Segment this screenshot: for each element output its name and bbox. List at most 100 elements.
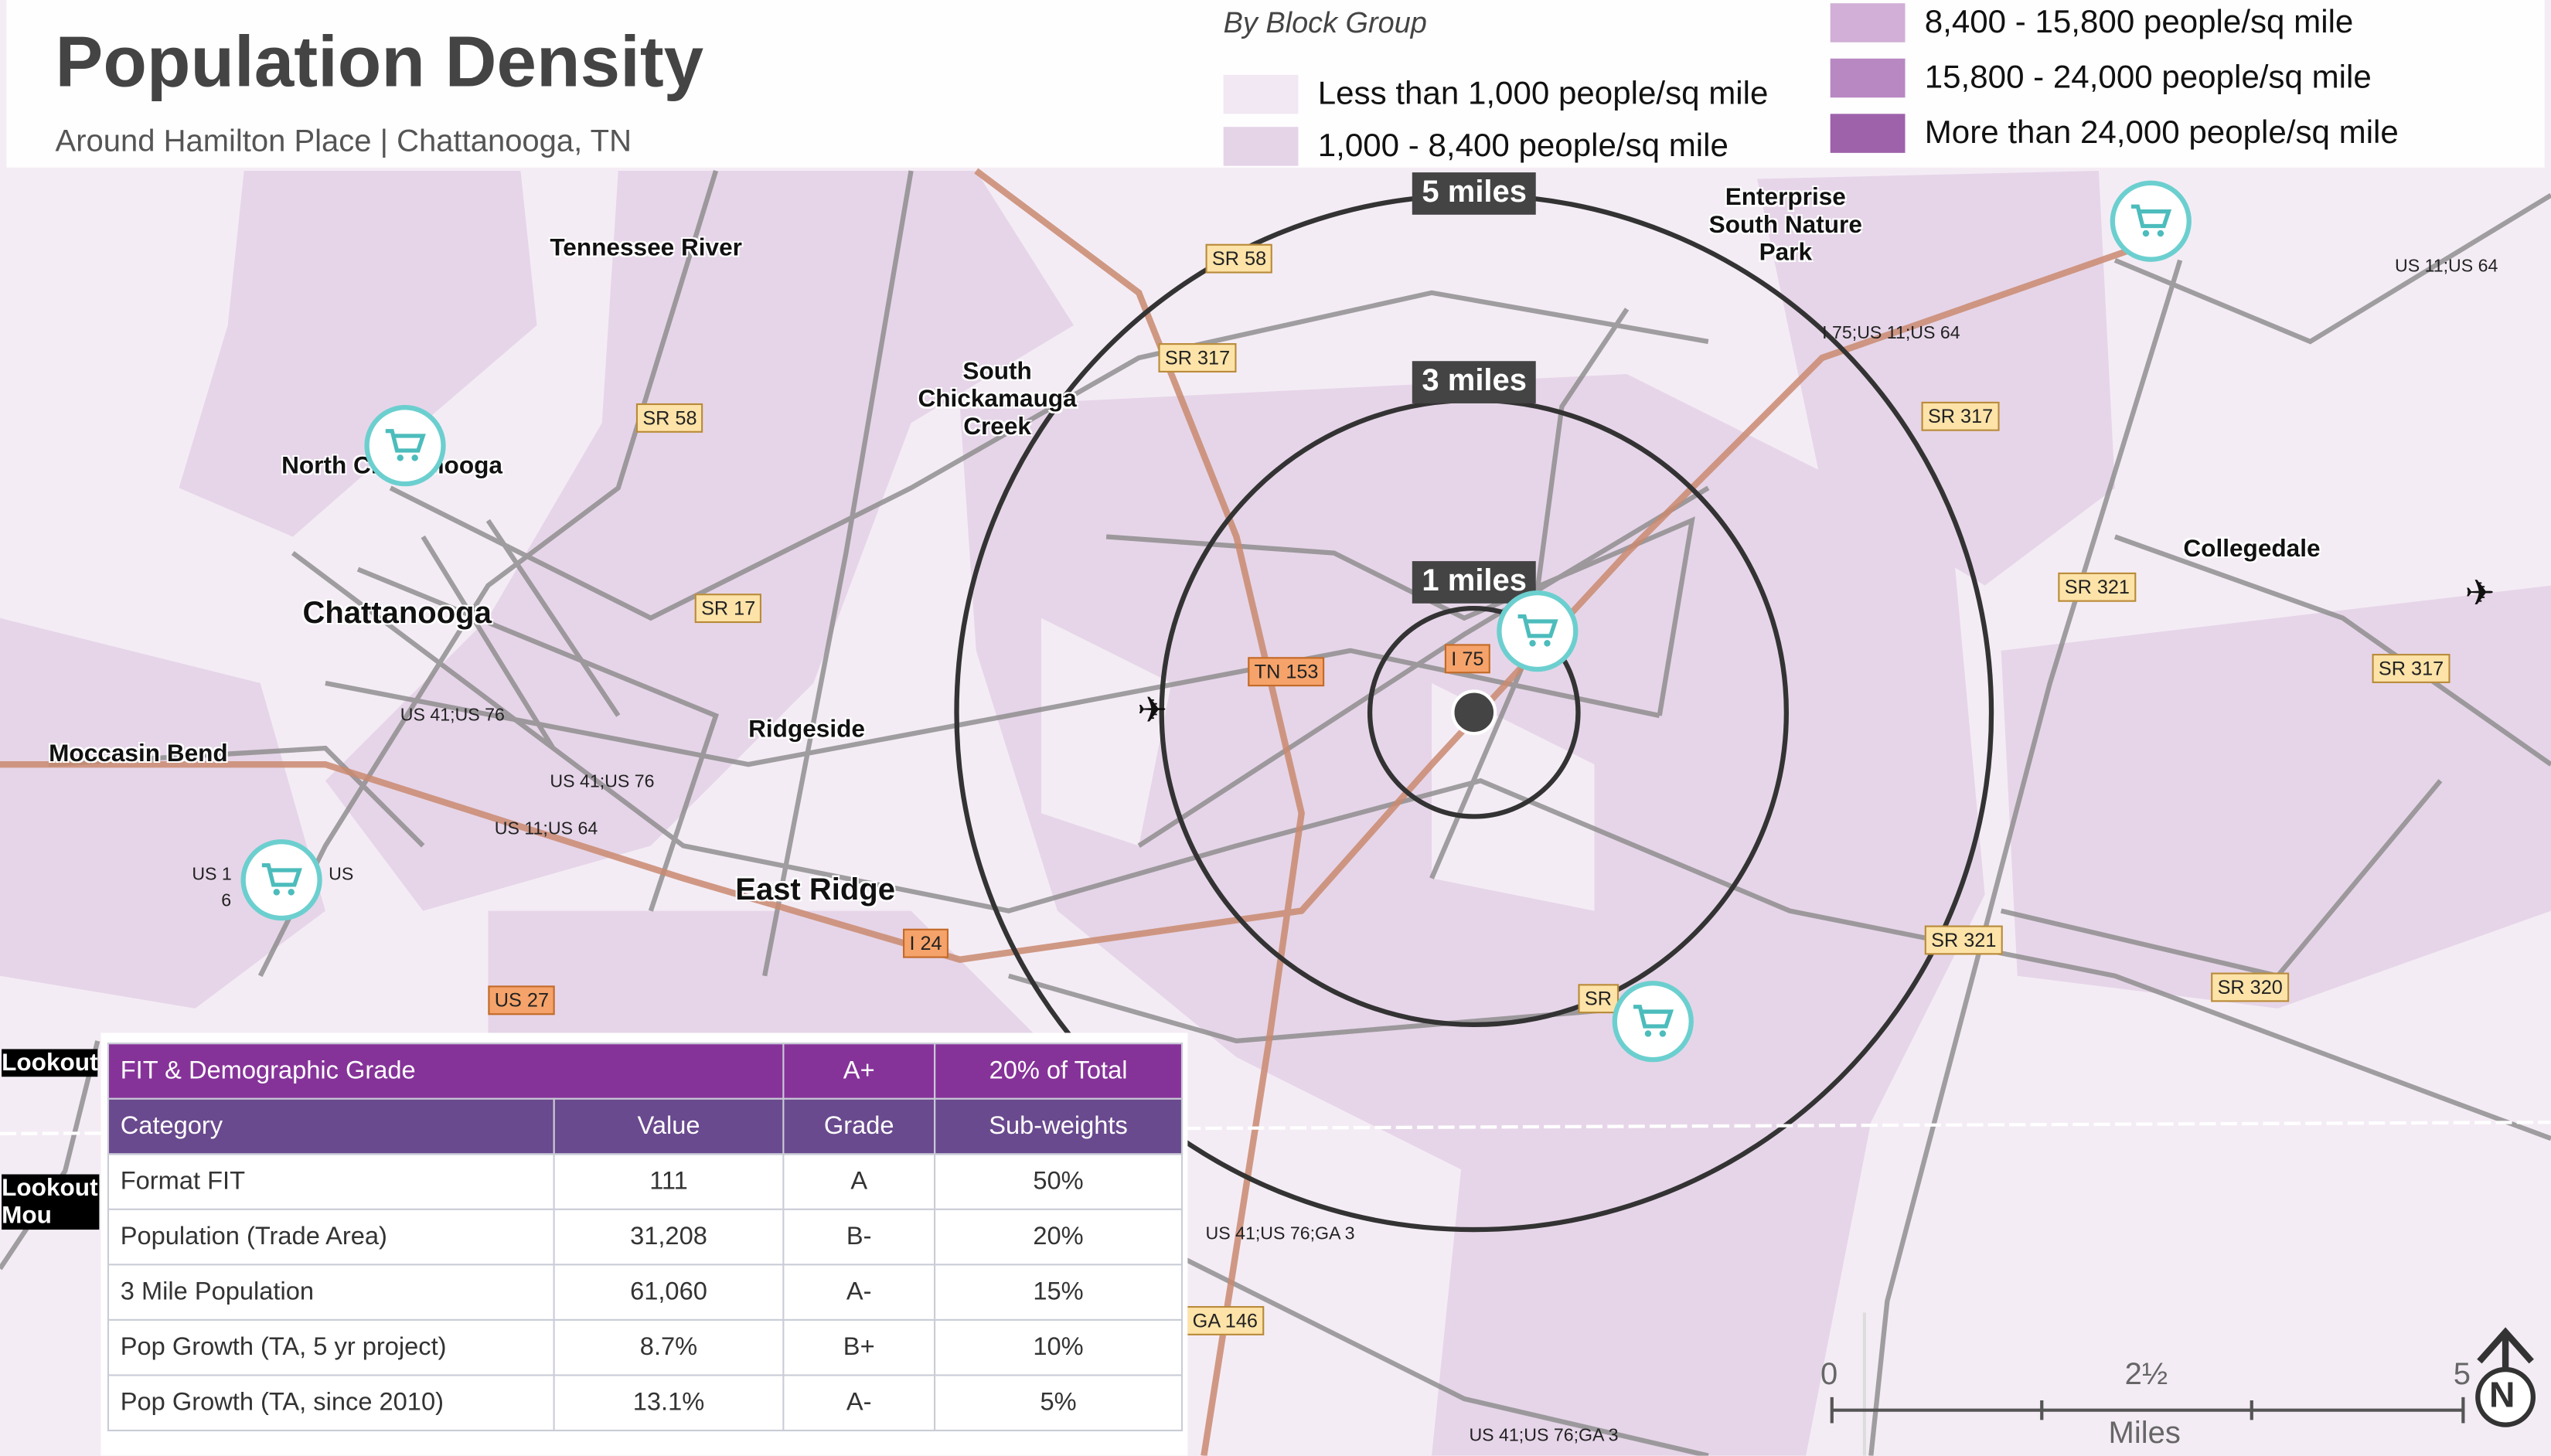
route-shield: GA 146 <box>1186 1305 1265 1335</box>
legend-swatch <box>1830 3 1906 43</box>
route-label: US 41;US 76 <box>550 772 655 792</box>
route-label: US 41;US 76;GA 3 <box>1205 1224 1355 1245</box>
route-shield: SR 317 <box>1158 343 1237 373</box>
table-title: FIT & Demographic Grade <box>107 1043 785 1100</box>
shopping-cart-icon[interactable] <box>1497 590 1579 672</box>
route-shield: SR 317 <box>2372 654 2451 683</box>
place-label: Enterprise South Nature Park <box>1708 183 1862 267</box>
category-cell: 3 Mile Population <box>107 1264 555 1321</box>
category-cell: Population (Trade Area) <box>107 1208 555 1266</box>
scale-tick: 2½ <box>2124 1358 2168 1393</box>
legend-heading: By Block Group <box>1223 6 1427 39</box>
legend-item: 8,400 - 15,800 people/sq mile <box>1830 3 2354 43</box>
ring-label-1mi: 1 miles <box>1412 561 1537 604</box>
airport-icon: ✈ <box>1137 689 1167 730</box>
route-label: US <box>329 865 354 885</box>
column-header: Category <box>107 1097 555 1155</box>
grade-cell: A- <box>782 1264 936 1321</box>
weight-cell: 15% <box>934 1264 1184 1321</box>
legend-swatch <box>1830 114 1906 153</box>
weight-cell: 5% <box>934 1374 1184 1432</box>
weight-cell: 10% <box>934 1318 1184 1376</box>
route-shield: I 24 <box>903 928 949 958</box>
roads <box>0 170 2551 1456</box>
legend-swatch <box>1223 74 1299 114</box>
table-row: Pop Growth (TA, since 2010) 13.1% A- 5% <box>107 1374 1184 1432</box>
airport-icon: ✈ <box>2464 572 2495 614</box>
legend: By Block Group Less than 1,000 people/sq… <box>1194 0 2545 168</box>
shopping-cart-icon[interactable] <box>364 405 446 487</box>
route-shield: SR 58 <box>635 403 703 433</box>
legend-item: 15,800 - 24,000 people/sq mile <box>1830 58 2372 98</box>
grade-cell: B- <box>782 1208 936 1266</box>
value-cell: 13.1% <box>553 1374 785 1432</box>
grade-table-panel: FIT & Demographic Grade A+ 20% of Total … <box>100 1032 1188 1456</box>
ring-label-3mi: 3 miles <box>1412 361 1537 403</box>
grade-cell: B+ <box>782 1318 936 1376</box>
route-shield: SR 317 <box>1921 401 2000 431</box>
legend-label: Less than 1,000 people/sq mile <box>1317 75 1769 112</box>
column-header: Value <box>553 1097 785 1155</box>
route-label: US 41;US 76;GA 3 <box>1469 1426 1619 1446</box>
place-label: Collegedale <box>2183 535 2321 563</box>
legend-label: More than 24,000 people/sq mile <box>1924 114 2399 151</box>
shopping-cart-icon[interactable] <box>1612 981 1694 1063</box>
route-label: I 75;US 11;US 64 <box>1822 323 1960 344</box>
legend-label: 8,400 - 15,800 people/sq mile <box>1924 4 2354 40</box>
route-shield: SR 17 <box>694 594 762 624</box>
place-label: South Chickamauga Creek <box>918 358 1077 441</box>
scale-tick: 5 <box>2453 1358 2471 1393</box>
legend-swatch <box>1223 127 1299 166</box>
legend-item: 1,000 - 8,400 people/sq mile <box>1223 127 1728 166</box>
route-shield: SR 58 <box>1205 243 1273 274</box>
value-cell: 31,208 <box>553 1208 785 1266</box>
route-shield: SR 320 <box>2211 972 2290 1002</box>
grade-cell: A <box>782 1153 936 1210</box>
scale-tick: 0 <box>1820 1358 1838 1393</box>
route-shield: TN 153 <box>1248 657 1325 687</box>
place-label: Tennessee River <box>550 234 742 262</box>
north-arrow-icon: N <box>2473 1325 2538 1439</box>
table-row: Format FIT 111 A 50% <box>107 1153 1184 1210</box>
column-header: Sub-weights <box>934 1097 1184 1155</box>
weight-cell: 20% <box>934 1208 1184 1266</box>
shopping-cart-icon[interactable] <box>2110 180 2192 262</box>
weight-cell: 50% <box>934 1153 1184 1210</box>
scale-unit: Miles <box>2108 1417 2181 1451</box>
place-label: Ridgeside <box>748 716 865 743</box>
legend-item: Less than 1,000 people/sq mile <box>1223 74 1769 114</box>
legend-label: 1,000 - 8,400 people/sq mile <box>1317 128 1728 164</box>
table-row: Pop Growth (TA, 5 yr project) 8.7% B+ 10% <box>107 1318 1184 1376</box>
value-cell: 111 <box>553 1153 785 1210</box>
route-shield: US 27 <box>488 985 556 1015</box>
scale-bar: 0 2½ 5 Miles <box>1806 1309 2489 1456</box>
route-label: 6 <box>221 891 232 911</box>
table-row: Population (Trade Area) 31,208 B- 20% <box>107 1208 1184 1266</box>
category-cell: Pop Growth (TA, since 2010) <box>107 1374 555 1432</box>
route-label: US 11;US 64 <box>494 819 598 839</box>
route-shield: SR <box>1578 984 1619 1014</box>
shopping-cart-icon[interactable] <box>240 839 322 921</box>
legend-swatch <box>1830 58 1906 98</box>
grade-cell: A- <box>782 1374 936 1432</box>
table-header-row: Category Value Grade Sub-weights <box>107 1097 1184 1155</box>
legend-label: 15,800 - 24,000 people/sq mile <box>1924 59 2372 96</box>
table-row: 3 Mile Population 61,060 A- 15% <box>107 1264 1184 1321</box>
place-label: Moccasin Bend <box>49 740 228 768</box>
place-label: Lookout Mou <box>2 1174 100 1230</box>
category-cell: Format FIT <box>107 1153 555 1210</box>
column-header: Grade <box>782 1097 936 1155</box>
legend-item: More than 24,000 people/sq mile <box>1830 114 2399 153</box>
route-shield: I 75 <box>1444 644 1490 674</box>
route-label: US 11;US 64 <box>2394 257 2498 277</box>
value-cell: 61,060 <box>553 1264 785 1321</box>
page-subtitle: Around Hamilton Place | Chattanooga, TN <box>55 125 632 160</box>
total-weight: 20% of Total <box>934 1043 1184 1100</box>
place-label: East Ridge <box>735 873 895 908</box>
category-cell: Pop Growth (TA, 5 yr project) <box>107 1318 555 1376</box>
table-title-row: FIT & Demographic Grade A+ 20% of Total <box>107 1043 1184 1100</box>
value-cell: 8.7% <box>553 1318 785 1376</box>
site-marker <box>1451 689 1497 736</box>
